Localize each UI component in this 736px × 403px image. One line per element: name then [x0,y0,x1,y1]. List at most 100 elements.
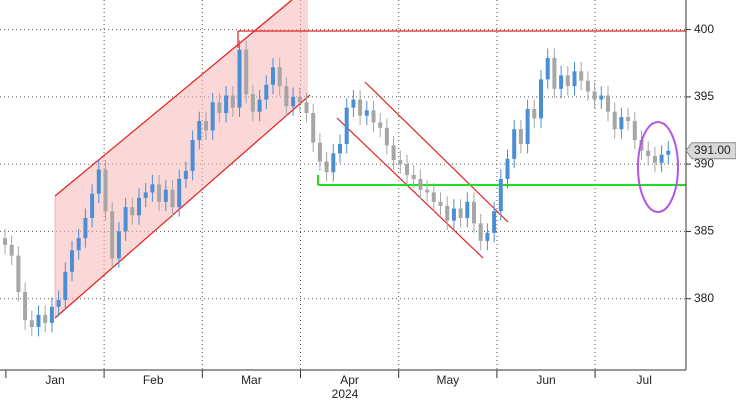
candle-body [163,189,168,202]
candle-body [411,174,416,179]
candle-body [619,117,624,130]
candle-body [204,121,208,131]
candle-body [70,250,74,272]
x-tick-label: May [436,373,459,387]
candle-body [579,71,584,81]
candle-body [539,79,543,119]
candle-body [29,320,34,327]
candle-body [612,111,617,130]
x-tick-label: Jul [637,373,652,387]
x-tick-label: Mar [241,373,262,387]
candle-body [518,129,523,144]
candle-body [23,291,28,321]
y-tick-label: 385 [694,224,714,238]
candle-body [224,95,229,114]
candle-body [391,145,396,161]
candle-body [83,217,88,239]
candle-body [3,238,7,245]
candle-body [317,142,322,162]
candle-body [371,110,376,123]
candle-body [659,154,664,163]
candle-body [36,314,41,327]
candle-body [364,110,369,116]
y-tick-label: 395 [694,89,714,103]
x-tick-label: Apr [340,373,359,387]
candles [3,40,671,337]
candle-body [130,207,135,216]
last-value-tag [685,142,736,160]
candle-body [244,49,249,95]
candle-body [103,169,108,212]
candle-body [324,161,329,173]
candle-body [116,231,121,259]
candle-body [572,71,577,87]
candle-body [425,189,430,193]
candle-body [271,67,275,85]
candle-body [652,156,657,163]
candle-body [485,232,490,241]
candle-body [9,244,14,256]
candle-body [472,201,476,224]
candle-body [525,108,530,144]
candle-body [277,67,282,87]
candle-body [431,192,436,202]
candle-body [639,139,644,151]
candle-body [170,189,175,208]
candle-body [344,107,349,144]
candle-body [438,201,443,206]
candle-body [137,197,141,216]
candle-body [632,121,637,140]
candle-body [384,127,389,146]
candle-body [56,300,61,307]
candle-body [217,102,222,114]
candle-body [63,271,68,301]
candle-body [465,201,470,218]
candle-body [498,178,503,212]
candle-body [451,208,456,221]
candle-body [351,99,356,108]
candle-body [338,143,342,154]
candle-body [96,169,101,194]
candle-body [150,184,155,193]
candle-body [512,129,517,159]
candle-body [358,99,363,116]
highlight-ellipse [637,121,679,213]
candle-body [311,113,316,143]
x-tick-label: Jan [45,373,64,387]
candle-body [143,192,148,198]
candle-body [532,108,537,119]
candle-body [197,121,202,140]
candle-body [110,211,115,259]
candle-body [559,75,564,89]
candle-body [666,150,671,155]
candle-body [478,223,483,241]
candle-body [43,314,48,323]
channel-bottom [54,94,311,319]
candle-body [297,96,302,103]
candle-body [458,208,463,218]
candle-body [264,84,269,100]
candle-body [237,49,242,108]
x-tick-label: Feb [143,373,164,387]
candle-body [210,102,215,131]
year-label: 2024 [332,387,359,401]
candle-body [331,153,336,173]
y-tick-label: 380 [694,291,714,305]
candle-body [492,211,497,233]
candle-body [418,178,423,190]
candle-body [250,94,255,112]
y-tick-label: 400 [694,22,714,36]
candle-body [545,57,550,80]
candle-body [599,95,604,100]
candle-body [445,205,450,221]
candle-body [398,160,403,165]
candle-body [405,164,409,175]
candle-body [505,158,510,179]
candle-body [183,170,188,179]
falling-channel-bottom [336,117,484,259]
candle-body [552,57,557,89]
candle-body [157,184,162,202]
falling-channel-top [364,81,509,223]
candle-body [90,193,95,218]
